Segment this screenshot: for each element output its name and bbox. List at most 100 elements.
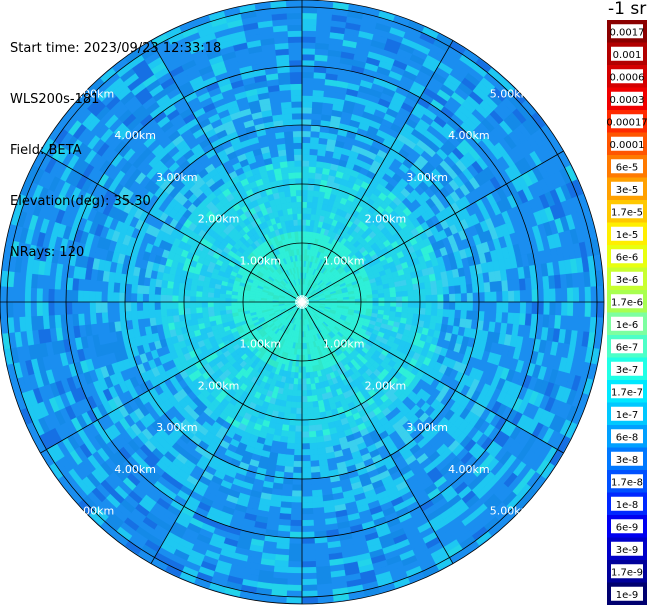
range-gate [297,396,302,402]
range-gate [312,401,318,408]
range-gate [306,372,310,378]
range-gate [289,419,296,425]
range-gate [302,48,315,54]
range-gate [390,297,396,302]
range-gate [436,316,443,324]
range-gate [237,299,243,302]
range-gate [544,302,550,315]
range-gate [455,294,461,302]
range-gate [413,308,419,314]
range-gate [90,302,96,313]
range-gate [302,384,307,390]
range-gate [308,425,315,431]
range-gate [249,304,255,307]
range-gate [143,302,149,310]
range-gate [567,288,573,302]
range-gate [310,137,319,144]
range-gate [519,279,526,291]
range-gate [442,279,449,287]
range-gate [316,436,324,443]
range-gate [484,282,491,292]
range-gate [430,316,437,324]
range-gate [220,310,226,315]
range-gate [436,280,443,288]
range-gate [479,292,485,302]
range-gate [308,190,314,196]
range-gate [196,296,202,302]
range-gate [166,295,172,302]
range-gate [178,308,184,315]
range-gate [549,302,555,315]
range-gate [485,292,491,302]
range-gate [496,292,502,302]
range-gate [309,437,317,443]
range-gate [302,125,311,131]
range-gate [378,289,384,294]
range-gate [55,315,62,328]
range-gate [461,293,467,302]
range-gate [402,296,408,302]
range-gate [249,302,255,305]
range-gate [302,131,311,137]
range-gate [214,297,220,302]
range-gate [287,443,295,449]
range-gate [484,312,491,322]
range-gate [302,72,314,78]
range-gate [467,302,473,311]
range-gate [309,431,316,437]
range-gate [555,288,561,302]
range-gate [491,292,497,302]
range-gate [296,414,302,420]
range-gate [367,295,373,299]
range-gate [292,491,302,497]
range-gate [131,311,138,320]
range-gate [455,285,462,294]
range-gate [302,101,312,107]
range-gate [155,317,162,325]
range-gate [208,311,214,317]
range-gate [419,308,425,315]
range-gate [291,514,302,520]
range-gate [293,467,302,473]
range-gate [302,90,313,96]
range-gate [302,432,309,438]
range-gate [96,302,102,313]
range-gate [302,502,313,508]
range-gate [293,461,302,467]
range-gate [315,173,322,180]
range-gate [25,302,31,317]
range-gate [302,361,305,367]
range-gate [309,166,316,172]
range-gate [315,55,328,62]
range-gate [161,316,168,324]
range-gate [443,309,449,317]
range-gate [161,309,167,317]
range-gate [313,90,324,97]
range-gate [214,302,220,307]
range-gate [225,302,231,306]
range-gate [304,349,307,355]
range-gate [13,302,19,317]
range-gate [292,396,298,402]
range-gate [225,298,231,302]
range-gate [316,161,324,168]
range-gate [125,311,132,321]
range-gate [544,289,550,302]
range-gate [7,302,13,317]
range-gate [302,149,310,155]
range-gate [402,307,408,313]
range-gate [315,424,322,431]
range-gate [414,296,420,302]
range-gate [208,307,214,312]
range-gate [108,312,115,322]
range-gate [443,294,449,302]
range-gate [532,290,538,302]
range-gate [66,302,72,314]
range-gate [396,307,402,313]
range-gate [279,442,287,449]
range-gate [419,289,425,296]
range-gate [190,302,196,308]
range-gate [312,96,323,103]
range-gate [178,302,184,308]
range-gate [302,202,307,208]
